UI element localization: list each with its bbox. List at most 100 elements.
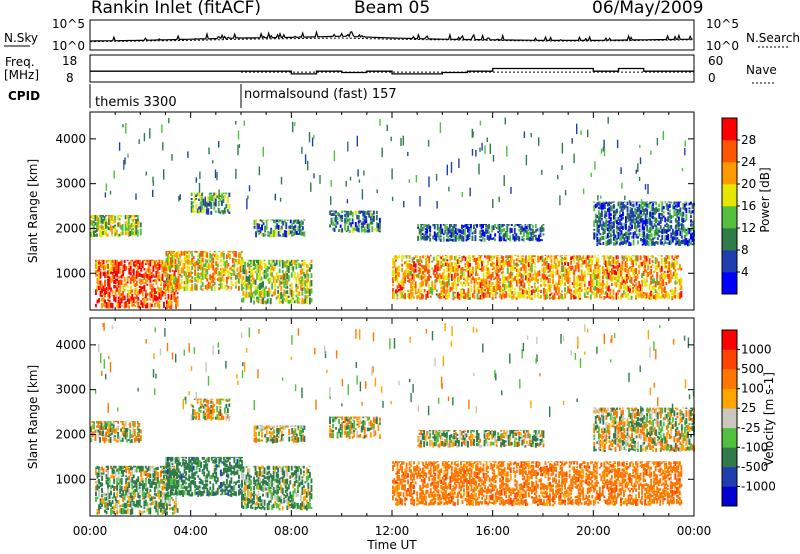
echo-cell xyxy=(428,470,431,475)
echo-cell xyxy=(172,465,174,467)
echo-region xyxy=(95,465,179,516)
echo-cell xyxy=(295,294,298,298)
echo-cell xyxy=(102,285,105,292)
echo-cell xyxy=(284,484,287,489)
echo-cell xyxy=(361,189,364,200)
echo-cell xyxy=(257,477,260,480)
echo-cell xyxy=(172,498,174,501)
echo-cell xyxy=(650,238,653,246)
echo-cell xyxy=(333,416,336,422)
echo-cell xyxy=(102,271,105,276)
echo-cell xyxy=(110,267,113,272)
echo-cell xyxy=(233,465,236,471)
echo-cell xyxy=(242,494,245,500)
echo-cell xyxy=(662,294,665,298)
echo-cell xyxy=(118,233,121,237)
echo-cell xyxy=(482,237,485,240)
echo-cell xyxy=(209,252,212,259)
echo-cell xyxy=(419,262,422,266)
echo-cell xyxy=(665,229,668,234)
echo-cell xyxy=(435,276,438,283)
echo-cell xyxy=(216,172,218,181)
echo-cell xyxy=(472,131,474,138)
echo-cell xyxy=(141,265,144,269)
echo-cell xyxy=(503,224,506,226)
echo-cell xyxy=(290,494,293,502)
echo-cell xyxy=(209,274,212,281)
echo-cell xyxy=(614,266,616,269)
echo-cell xyxy=(332,429,335,433)
echo-cell xyxy=(100,229,103,232)
echo-cell xyxy=(643,231,646,238)
echo-cell xyxy=(600,210,603,218)
echo-cell xyxy=(524,225,527,233)
echo-cell xyxy=(626,212,629,220)
echo-cell xyxy=(514,288,517,291)
echo-cell xyxy=(167,253,169,260)
colorbar-tick-label: 8 xyxy=(741,243,749,257)
echo-cell xyxy=(281,468,284,476)
echo-cell xyxy=(194,456,197,458)
echo-cell xyxy=(627,276,630,280)
echo-cell xyxy=(677,221,680,227)
echo-cell xyxy=(245,291,248,298)
echo-cell xyxy=(625,223,627,230)
echo-cell xyxy=(585,261,588,269)
echo-cell xyxy=(144,263,147,265)
echo-cell xyxy=(405,260,408,268)
echo-cell xyxy=(646,201,649,203)
echo-cell xyxy=(224,268,227,272)
echo-cell xyxy=(440,256,443,260)
echo-cell xyxy=(428,493,431,498)
echo-cell xyxy=(608,238,611,245)
echo-cell xyxy=(446,288,449,294)
echo-cell xyxy=(203,268,206,271)
echo-cell xyxy=(416,291,419,294)
echo-cell xyxy=(396,474,399,482)
echo-cell xyxy=(632,289,635,293)
echo-cell xyxy=(365,216,368,220)
echo-cell xyxy=(330,429,333,433)
echo-cell xyxy=(122,508,125,515)
echo-cell xyxy=(458,293,461,296)
echo-cell xyxy=(308,262,311,266)
echo-cell xyxy=(345,180,347,187)
echo-cell xyxy=(281,299,284,304)
echo-cell xyxy=(604,296,607,299)
echo-cell xyxy=(478,289,481,294)
echo-cell xyxy=(680,291,683,298)
echo-cell xyxy=(231,486,234,492)
echo-cell xyxy=(93,230,95,237)
echo-cell xyxy=(576,258,579,261)
echo-cell xyxy=(98,510,101,514)
echo-cell xyxy=(247,195,249,200)
echo-cell xyxy=(256,286,259,290)
echo-cell xyxy=(247,490,249,497)
echo-cell xyxy=(160,283,162,286)
echo-cell xyxy=(564,282,567,286)
echo-cell xyxy=(665,257,668,265)
echo-cell xyxy=(167,261,169,265)
echo-cell xyxy=(245,283,248,291)
echo-cell xyxy=(189,456,192,458)
echo-cell xyxy=(180,285,183,290)
echo-cell xyxy=(518,292,521,299)
echo-cell xyxy=(241,250,243,253)
echo-cell xyxy=(295,475,298,479)
echo-cell xyxy=(149,497,152,502)
echo-cell xyxy=(280,467,283,472)
echo-cell xyxy=(180,279,183,285)
echo-cell xyxy=(233,264,236,268)
echo-cell xyxy=(156,259,159,261)
echo-cell xyxy=(271,219,274,221)
echo-cell xyxy=(416,274,419,278)
echo-cell xyxy=(250,275,253,278)
echo-cell xyxy=(129,429,132,436)
echo-cell xyxy=(379,118,381,126)
echo-cell xyxy=(165,482,168,487)
echo-cell xyxy=(186,284,189,291)
echo-cell xyxy=(488,230,491,234)
echo-cell xyxy=(127,427,130,431)
echo-cell xyxy=(520,261,523,265)
echo-cell xyxy=(404,292,407,300)
